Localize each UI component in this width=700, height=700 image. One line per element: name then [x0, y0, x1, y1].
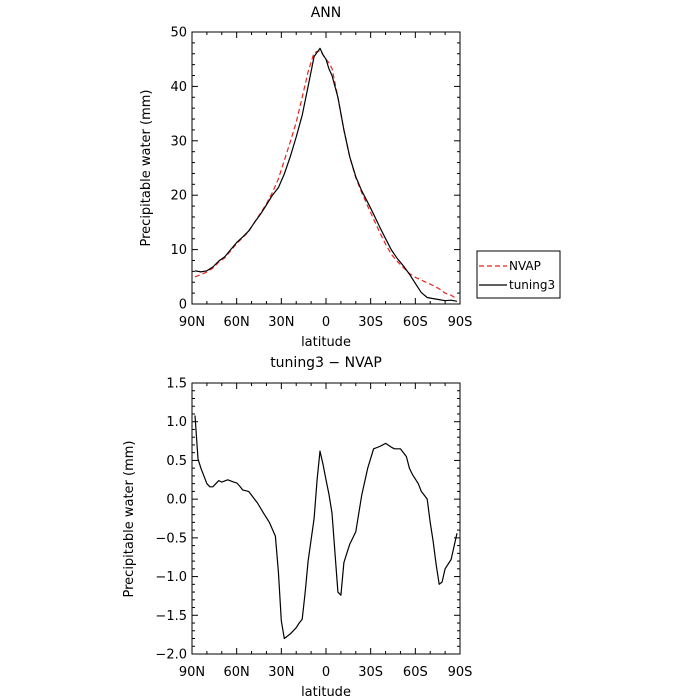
top-x-axis: 90N 60N 30N 0 30S 60S 90S [179, 32, 473, 330]
top-x-axis-label: latitude [301, 335, 351, 350]
bottom-y-tick-label: −0.5 [155, 531, 187, 546]
top-y-tick-label: 40 [170, 80, 187, 95]
legend-box [476, 250, 561, 299]
bottom-y-tick-label: 1.5 [166, 377, 187, 392]
legend: NVAP tuning3 [476, 250, 561, 299]
top-x-tick-label: 60S [403, 315, 428, 330]
bottom-plot-frame [191, 382, 461, 655]
top-y-tick-label: 20 [170, 189, 187, 204]
bottom-series-line-difference [194, 415, 458, 640]
bottom-chart-title: tuning3 − NVAP [270, 355, 382, 371]
bottom-y-tick-label: −2.0 [155, 648, 187, 663]
bottom-x-tick-label: 30N [268, 665, 294, 680]
bottom-x-tick-label: 90N [179, 665, 205, 680]
bottom-series-group [194, 415, 458, 640]
top-chart-title: ANN [311, 5, 342, 21]
bottom-chart: tuning3 − NVAP −2.0 −1.5 −1.0 −0.5 0.0 0.5 1.0… [122, 355, 472, 700]
bottom-x-tick-label: 60N [224, 665, 250, 680]
top-series-line-tuning3 [194, 47, 458, 302]
top-x-tick-label: 90S [448, 315, 473, 330]
bottom-y-tick-label: 0.5 [166, 454, 187, 469]
top-y-tick-label: 50 [170, 26, 187, 41]
top-y-axis: 0 10 20 30 40 50 [170, 26, 460, 313]
bottom-y-tick-label: −1.5 [155, 609, 187, 624]
bottom-y-tick-label: 1.0 [166, 415, 187, 430]
top-x-tick-label: 0 [322, 315, 330, 330]
top-y-tick-label: 0 [179, 298, 187, 313]
top-x-tick-label: 90N [179, 315, 205, 330]
bottom-y-tick-label: −1.0 [155, 570, 187, 585]
legend-label-tuning3: tuning3 [509, 278, 555, 292]
top-y-axis-label: Precipitable water (mm) [139, 90, 154, 247]
top-y-tick-label: 30 [170, 134, 187, 149]
top-x-tick-label: 60N [224, 315, 250, 330]
bottom-y-axis-label: Precipitable water (mm) [122, 441, 137, 598]
bottom-y-axis: −2.0 −1.5 −1.0 −0.5 0.0 0.5 1.0 1.5 [155, 377, 460, 663]
top-series-group [194, 47, 458, 302]
top-chart: ANN 0 10 20 30 40 50 90N 60N 30N 0 30S 60S 90S lati… [139, 5, 472, 350]
bottom-x-tick-label: 90S [448, 665, 473, 680]
top-plot-frame [191, 31, 461, 305]
top-y-tick-label: 10 [170, 243, 187, 258]
bottom-x-axis: 90N 60N 30N 0 30S 60S 90S [179, 383, 473, 680]
bottom-x-tick-label: 0 [322, 665, 330, 680]
legend-label-nvap: NVAP [509, 259, 541, 273]
bottom-x-axis-label: latitude [301, 685, 351, 700]
top-x-tick-label: 30N [268, 315, 294, 330]
top-series-line-nvap [194, 49, 458, 300]
bottom-y-tick-label: 0.0 [166, 493, 187, 508]
bottom-x-tick-label: 30S [358, 665, 383, 680]
bottom-x-tick-label: 60S [403, 665, 428, 680]
top-x-tick-label: 30S [358, 315, 383, 330]
